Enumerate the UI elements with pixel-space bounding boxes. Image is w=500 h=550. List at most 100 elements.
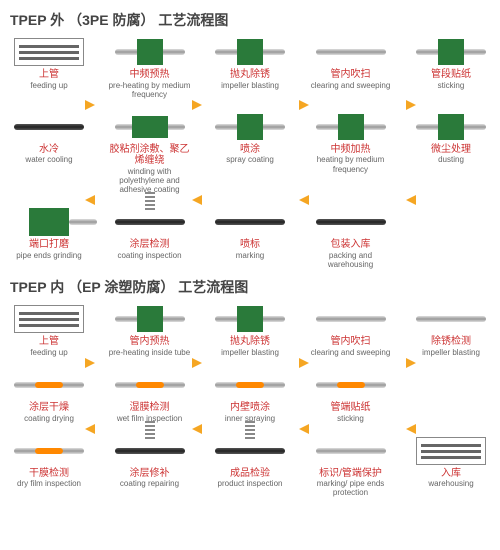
flow-step: 抛丸除锈impeller blasting — [207, 36, 293, 90]
flow-step: 涂层检测coating inspection — [107, 206, 193, 260]
flow-row: 端口打磨pipe ends grinding 涂层检测coating inspec… — [6, 206, 494, 269]
step-label: 管内预热pre-heating inside tube — [109, 336, 190, 357]
step-icon — [108, 303, 192, 335]
step-label: 内壁喷涂inner spraying — [225, 402, 275, 423]
step-label: 上管feeding up — [30, 336, 67, 357]
step-label: 喷涂spray coating — [226, 144, 274, 165]
step-label: 湿膜检测wet film inspection — [117, 402, 182, 423]
flow-step: 胶粘剂涂敷、聚乙烯缠绕winding with polyethylene and… — [107, 111, 193, 195]
step-icon — [7, 206, 91, 238]
step-label: 涂层干燥coating drying — [24, 402, 74, 423]
step-icon — [7, 435, 91, 467]
step-label: 涂层检测coating inspection — [117, 239, 181, 260]
step-label: 管端贴纸sticking — [331, 402, 371, 423]
arrow-icon — [406, 195, 416, 205]
flow-step: 涂层修补coating repairing — [107, 435, 193, 489]
arrow-icon — [85, 100, 95, 110]
step-label: 管段贴纸sticking — [431, 69, 471, 90]
flow-step: 管内预热pre-heating inside tube — [107, 303, 193, 357]
arrow-icon — [406, 358, 416, 368]
step-label: 端口打磨pipe ends grinding — [16, 239, 81, 260]
step-icon — [108, 369, 192, 401]
step-icon — [409, 435, 493, 467]
flow-step: 管内吹扫clearing and sweeping — [308, 303, 394, 357]
step-icon — [309, 36, 393, 68]
step-label: 抛丸除锈impeller blasting — [221, 69, 279, 90]
step-icon — [7, 36, 91, 68]
step-icon — [108, 111, 192, 143]
flow-step: 喷涂spray coating — [207, 111, 293, 165]
step-icon — [208, 206, 292, 238]
step-icon — [7, 303, 91, 335]
flow-step: 涂层干燥coating drying — [6, 369, 92, 423]
arrow-icon — [299, 424, 309, 434]
step-label: 中频加热heating by medium frequency — [308, 144, 394, 174]
step-icon — [409, 303, 493, 335]
step-label: 微尘处理dusting — [431, 144, 471, 165]
arrow-icon — [192, 100, 202, 110]
flow-step: 管端贴纸sticking — [308, 369, 394, 423]
flow-step: 端口打磨pipe ends grinding — [6, 206, 92, 260]
step-icon — [309, 206, 393, 238]
step-icon — [208, 36, 292, 68]
arrow-icon — [299, 358, 309, 368]
step-icon — [309, 369, 393, 401]
arrow-row — [6, 100, 494, 110]
step-icon — [208, 303, 292, 335]
step-label: 标识/管端保护marking/ pipe ends protection — [308, 468, 394, 498]
step-label: 管内吹扫clearing and sweeping — [311, 336, 391, 357]
step-icon — [7, 111, 91, 143]
step-label: 管内吹扫clearing and sweeping — [311, 69, 391, 90]
flow-step: 成品检验product inspection — [207, 435, 293, 489]
arrow-icon — [192, 424, 202, 434]
flow-row: 上管feeding up 管内预热pre-heating inside tube 抛… — [6, 303, 494, 357]
step-label: 入库warehousing — [428, 468, 473, 489]
arrow-icon — [299, 100, 309, 110]
flow-step: 湿膜检测wet film inspection — [107, 369, 193, 423]
arrow-icon — [85, 195, 95, 205]
step-icon — [309, 303, 393, 335]
flow-step: 上管feeding up — [6, 36, 92, 90]
flow-step: 中频预热pre-heating by medium frequency — [107, 36, 193, 99]
section-2-rows: 上管feeding up 管内预热pre-heating inside tube 抛… — [6, 303, 494, 497]
step-label: 成品检验product inspection — [218, 468, 283, 489]
flow-step: 抛丸除锈impeller blasting — [207, 303, 293, 357]
flow-step: 中频加热heating by medium frequency — [308, 111, 394, 174]
flow-step: 除锈检测impeller blasting — [408, 303, 494, 357]
step-label: 上管feeding up — [30, 69, 67, 90]
section-1: TPEP 外 （3PE 防腐） 工艺流程图 上管feeding up 中频预热pr… — [6, 10, 494, 269]
flow-step: 管段贴纸sticking — [408, 36, 494, 90]
section-2-title: TPEP 内 （EP 涂塑防腐） 工艺流程图 — [10, 277, 494, 297]
step-icon — [108, 435, 192, 467]
step-icon — [309, 435, 393, 467]
section-1-rows: 上管feeding up 中频预热pre-heating by medium fr… — [6, 36, 494, 269]
step-label: 中频预热pre-heating by medium frequency — [107, 69, 193, 99]
flow-step: 内壁喷涂inner spraying — [207, 369, 293, 423]
flow-step: 标识/管端保护marking/ pipe ends protection — [308, 435, 394, 498]
step-label: 除锈检测impeller blasting — [422, 336, 480, 357]
arrow-icon — [192, 195, 202, 205]
step-icon — [409, 36, 493, 68]
flow-step: 管内吹扫clearing and sweeping — [308, 36, 394, 90]
arrow-row — [6, 358, 494, 368]
flow-row: 水冷water cooling 胶粘剂涂敷、聚乙烯缠绕winding with p… — [6, 111, 494, 195]
arrow-icon — [299, 195, 309, 205]
step-label: 胶粘剂涂敷、聚乙烯缠绕winding with polyethylene and… — [107, 144, 193, 195]
section-1-title: TPEP 外 （3PE 防腐） 工艺流程图 — [10, 10, 494, 30]
arrow-icon — [406, 424, 416, 434]
step-icon — [309, 111, 393, 143]
step-icon — [208, 111, 292, 143]
step-label: 包装入库packing and warehousing — [308, 239, 394, 269]
step-label: 抛丸除锈impeller blasting — [221, 336, 279, 357]
step-icon — [208, 369, 292, 401]
step-icon — [208, 435, 292, 467]
step-icon — [108, 36, 192, 68]
step-label: 干膜检测dry film inspection — [17, 468, 81, 489]
step-label: 喷标marking — [236, 239, 264, 260]
flow-step: 水冷water cooling — [6, 111, 92, 165]
arrow-row — [6, 195, 494, 205]
flow-step: 微尘处理dusting — [408, 111, 494, 165]
flow-step: 包装入库packing and warehousing — [308, 206, 394, 269]
flow-step: 入库warehousing — [408, 435, 494, 489]
step-icon — [7, 369, 91, 401]
